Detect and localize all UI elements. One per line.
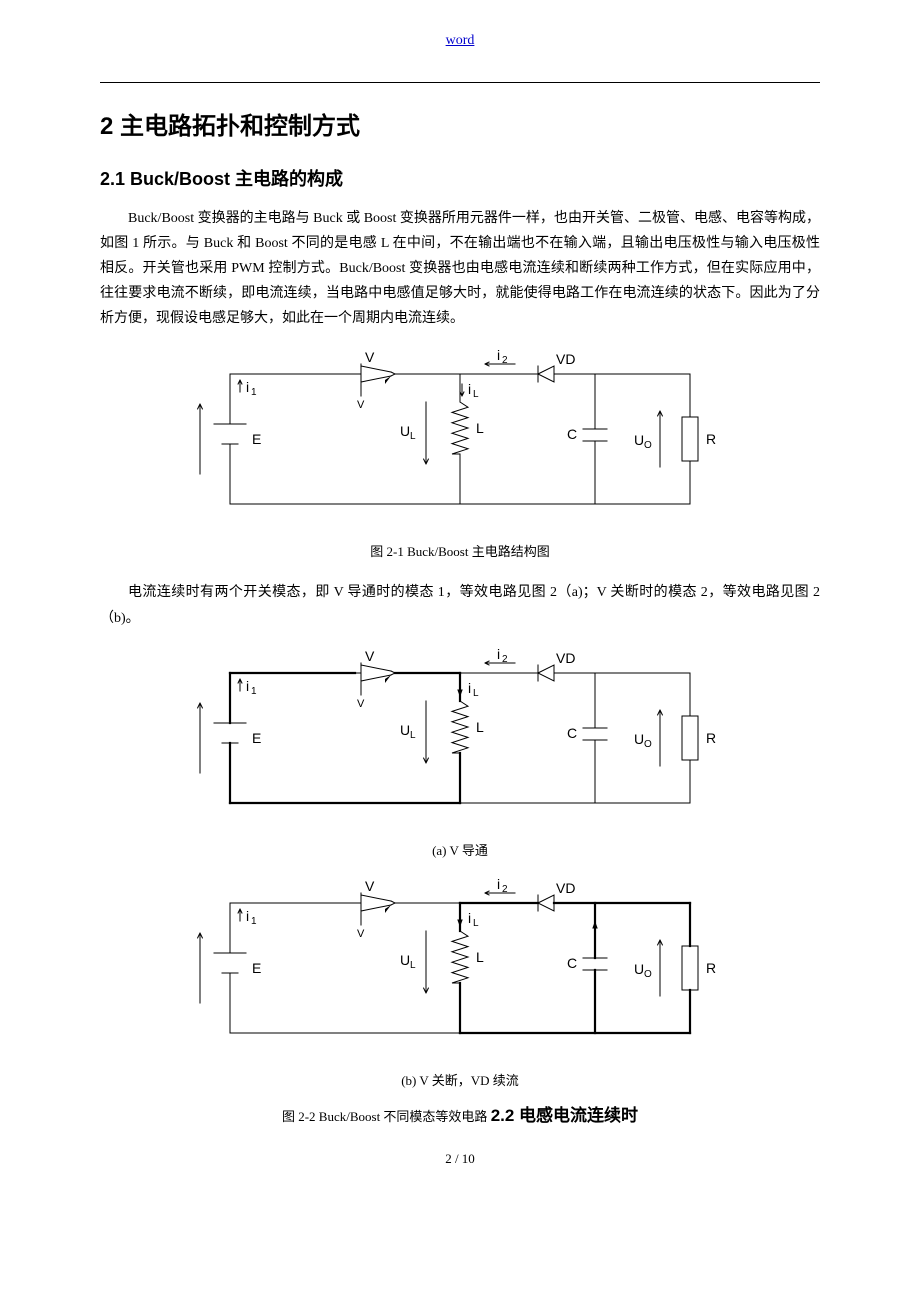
svg-text:U: U (400, 423, 410, 439)
svg-text:VD: VD (556, 650, 575, 666)
svg-text:C: C (567, 955, 577, 971)
svg-text:2: 2 (502, 884, 508, 895)
svg-text:i: i (246, 678, 249, 694)
figure-2a: Ei1VVVDi2LiLULCRUO (100, 643, 820, 833)
svg-text:i: i (468, 680, 471, 696)
figure-2a-caption: (a) V 导通 (100, 841, 820, 862)
paragraph-1: Buck/Boost 变换器的主电路与 Buck 或 Boost 变换器所用元器… (100, 206, 820, 332)
svg-text:E: E (252, 730, 261, 746)
circuit-fig2b: Ei1VVVDi2LiLULCRUO (180, 873, 740, 1063)
svg-text:VD: VD (556, 880, 575, 896)
svg-text:L: L (476, 420, 484, 436)
figure-2-caption: 图 2-2 Buck/Boost 不同模态等效电路 2.2 电感电流连续时 (100, 1102, 820, 1129)
svg-text:V: V (357, 399, 365, 411)
svg-text:1: 1 (251, 916, 257, 927)
section-title: 2 主电路拓扑和控制方式 (100, 108, 820, 146)
svg-text:V: V (365, 349, 375, 365)
svg-text:E: E (252, 960, 261, 976)
svg-text:U: U (400, 722, 410, 738)
svg-text:L: L (476, 949, 484, 965)
svg-text:O: O (644, 739, 652, 750)
figure-1: Ei1VVVDi2LiLULCRUO (100, 344, 820, 534)
svg-text:R: R (706, 431, 716, 447)
svg-text:L: L (476, 719, 484, 735)
svg-text:L: L (473, 918, 479, 929)
svg-text:i: i (497, 347, 500, 363)
svg-text:V: V (365, 648, 375, 664)
circuit-fig2a: Ei1VVVDi2LiLULCRUO (180, 643, 740, 833)
svg-text:L: L (473, 688, 479, 699)
svg-text:V: V (357, 698, 365, 710)
svg-text:i: i (468, 910, 471, 926)
svg-text:C: C (567, 426, 577, 442)
svg-text:1: 1 (251, 387, 257, 398)
svg-text:V: V (365, 878, 375, 894)
figure-1-caption: 图 2-1 Buck/Boost 主电路结构图 (100, 542, 820, 563)
svg-text:U: U (634, 961, 644, 977)
svg-text:O: O (644, 440, 652, 451)
paragraph-2: 电流连续时有两个开关模态，即 V 导通时的模态 1，等效电路见图 2（a)；V … (100, 580, 820, 630)
svg-text:1: 1 (251, 686, 257, 697)
page-number: 2 / 10 (100, 1149, 820, 1170)
figure-2b: Ei1VVVDi2LiLULCRUO (100, 873, 820, 1063)
figure-2b-caption: (b) V 关断，VD 续流 (100, 1071, 820, 1092)
svg-text:L: L (473, 389, 479, 400)
circuit-fig1: Ei1VVVDi2LiLULCRUO (180, 344, 740, 534)
svg-text:i: i (246, 908, 249, 924)
svg-text:i: i (497, 646, 500, 662)
svg-text:2: 2 (502, 355, 508, 366)
subsection-title: 2.1 Buck/Boost 主电路的构成 (100, 165, 820, 194)
svg-text:U: U (634, 432, 644, 448)
svg-text:C: C (567, 725, 577, 741)
svg-text:O: O (644, 969, 652, 980)
figure-2-caption-text: 图 2-2 Buck/Boost 不同模态等效电路 (282, 1109, 487, 1124)
svg-text:V: V (357, 928, 365, 940)
header-rule (100, 82, 820, 83)
svg-text:U: U (634, 731, 644, 747)
svg-text:i: i (497, 876, 500, 892)
svg-text:E: E (252, 431, 261, 447)
svg-text:L: L (410, 730, 416, 741)
section-2-2-heading: 2.2 电感电流连续时 (491, 1106, 638, 1125)
svg-text:R: R (706, 730, 716, 746)
header-link[interactable]: word (100, 30, 820, 52)
svg-text:2: 2 (502, 654, 508, 665)
svg-text:U: U (400, 952, 410, 968)
svg-text:i: i (246, 379, 249, 395)
svg-text:L: L (410, 960, 416, 971)
svg-text:L: L (410, 431, 416, 442)
svg-text:i: i (468, 381, 471, 397)
svg-text:R: R (706, 960, 716, 976)
svg-text:VD: VD (556, 351, 575, 367)
